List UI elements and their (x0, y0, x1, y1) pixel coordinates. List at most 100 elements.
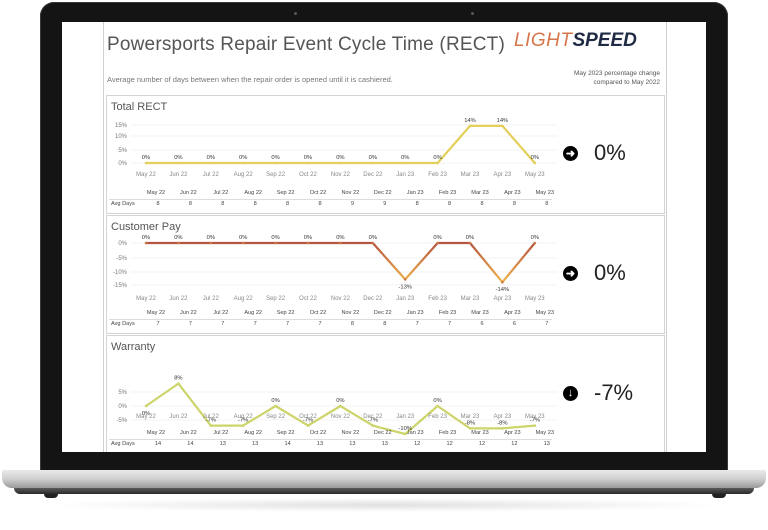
content-right-border (666, 22, 667, 452)
data-point[interactable] (501, 280, 504, 284)
data-point[interactable] (209, 424, 213, 427)
avg-days-header-row: May 22 Jun 22 Jul 22 Aug 22 Sep 22 Oct 22 Nov … (109, 430, 554, 439)
data-point[interactable] (241, 424, 245, 427)
avg-days-value: 14 (284, 441, 291, 447)
month-header: Mar 23 (471, 190, 489, 196)
month-header: Jun 22 (179, 310, 197, 316)
x-tick-label: Oct 22 (299, 296, 317, 302)
avg-days-value: 8 (286, 201, 290, 207)
data-point[interactable] (533, 424, 537, 427)
data-point[interactable] (339, 161, 342, 165)
data-point[interactable] (241, 241, 245, 245)
data-point[interactable] (306, 424, 310, 427)
data-label: 0% (207, 235, 215, 241)
kpi-warranty: ↓ -7% (563, 380, 633, 406)
data-point[interactable] (436, 241, 439, 245)
line-chart-warranty[interactable]: 5% 0% -5% 0% 8% -7% -7% 0% -7% 0% -7% -10% 0% -8% -8% -… (107, 336, 567, 452)
data-point[interactable] (436, 161, 439, 165)
data-label: -7% (530, 418, 540, 424)
x-tick-label: Apr 23 (494, 172, 512, 178)
x-tick-label: Jan 23 (396, 296, 415, 302)
data-point[interactable] (177, 241, 180, 245)
data-point[interactable] (371, 161, 375, 165)
avg-days-value: 9 (383, 201, 387, 207)
data-point[interactable] (468, 241, 472, 245)
data-point[interactable] (274, 241, 277, 245)
data-label: -13% (398, 284, 412, 290)
data-point[interactable] (501, 124, 504, 128)
data-point[interactable] (306, 241, 310, 245)
data-point[interactable] (144, 241, 148, 245)
y-tick-label: 15% (115, 123, 128, 129)
data-point[interactable] (274, 161, 277, 165)
avg-days-label: Avg Days (111, 321, 135, 327)
data-label: 14% (497, 118, 509, 124)
table-divider (109, 319, 552, 320)
data-point[interactable] (241, 161, 245, 165)
month-header: Apr 23 (504, 190, 521, 196)
month-header: Apr 23 (504, 430, 521, 436)
y-tick-label: -15% (113, 283, 128, 289)
avg-days-header-row: May 22 Jun 22 Jul 22 Aug 22 Sep 22 Oct 22 Nov … (109, 190, 554, 199)
month-header: Aug 22 (244, 190, 263, 196)
laptop-foot-left (44, 494, 58, 498)
data-point[interactable] (403, 278, 407, 281)
x-tick-label: Oct 22 (299, 414, 317, 420)
data-point[interactable] (533, 241, 537, 245)
x-tick-label: May 22 (136, 172, 156, 178)
line-chart-customer-pay[interactable]: 0% -5% -10% -15% 0% 0% 0% 0% 0% 0% 0% 0% -13% 0% 0% -14… (107, 216, 567, 334)
laptop-shadow (40, 498, 728, 512)
avg-days-value: 13 (349, 441, 356, 447)
data-label: 0% (531, 155, 539, 161)
data-label: 0% (174, 235, 182, 241)
month-header: May 22 (146, 430, 166, 436)
month-header: Dec 22 (373, 430, 392, 436)
data-point[interactable] (144, 404, 148, 408)
month-header: Oct 22 (309, 430, 327, 436)
avg-days-value: 7 (318, 321, 322, 327)
avg-days-value: 7 (415, 321, 419, 327)
data-point[interactable] (371, 241, 375, 245)
data-point[interactable] (306, 161, 310, 165)
month-header: Jan 23 (406, 430, 424, 436)
x-tick-label: Apr 23 (494, 414, 512, 420)
data-point[interactable] (339, 404, 342, 408)
x-tick-label: Dec 22 (363, 172, 383, 178)
panel-title: Warranty (111, 341, 156, 353)
month-header: Jul 22 (213, 310, 229, 316)
data-point[interactable] (209, 161, 213, 165)
avg-days-value: 7 (545, 321, 549, 327)
data-point[interactable] (501, 427, 504, 430)
month-header: Sep 22 (276, 430, 295, 436)
data-point[interactable] (144, 161, 148, 165)
data-label: 0% (466, 235, 474, 241)
month-header: Jul 22 (213, 430, 229, 436)
avg-days-value: 12 (414, 441, 421, 447)
data-point[interactable] (403, 161, 407, 165)
data-point[interactable] (339, 241, 342, 245)
data-point[interactable] (177, 161, 180, 165)
data-label: 8% (174, 376, 182, 382)
data-point[interactable] (209, 241, 213, 245)
x-tick-label: Aug 22 (234, 296, 254, 302)
data-point[interactable] (533, 161, 537, 165)
x-tick-label: Apr 23 (494, 296, 512, 302)
laptop-base-bottom (14, 488, 754, 494)
data-point[interactable] (371, 424, 375, 427)
data-label: 0% (369, 155, 377, 161)
line-chart-total-rect[interactable]: 15% 10% 5% 0% 0% 0% 0% 0% 0% 0% 0% 0% 0% 0% 14% 14% 0% Ma… (107, 96, 567, 214)
data-line (145, 382, 535, 436)
laptop-base (2, 470, 766, 488)
data-point[interactable] (274, 404, 277, 408)
y-tick-label: -10% (113, 270, 128, 276)
data-label: 0% (239, 235, 247, 241)
x-tick-label: Mar 23 (461, 172, 480, 178)
data-point[interactable] (177, 382, 180, 385)
avg-days-value: 14 (187, 441, 194, 447)
month-header: Jan 23 (406, 310, 424, 316)
data-point[interactable] (436, 404, 439, 408)
data-point[interactable] (403, 432, 407, 436)
avg-days-value: 13 (252, 441, 259, 447)
data-point[interactable] (468, 124, 472, 128)
data-point[interactable] (468, 427, 472, 430)
